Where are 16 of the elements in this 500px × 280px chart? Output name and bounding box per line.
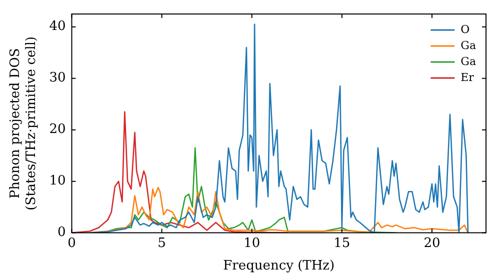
y-tick-label: 30 — [49, 70, 66, 86]
y-tick-label: 40 — [49, 19, 66, 34]
y-tick-label: 0 — [57, 225, 66, 240]
x-axis-title: Frequency (THz) — [223, 258, 335, 274]
x-tick-label: 15 — [334, 236, 350, 251]
legend-label: O — [460, 22, 470, 36]
x-tick-label: 0 — [68, 236, 76, 251]
y-axis-title: Phonon projected DOS (States/THz·primitive cell) — [8, 36, 39, 210]
legend-label: Er — [460, 70, 475, 84]
y-tick-label: 10 — [49, 174, 66, 189]
legend-label: Ga — [460, 54, 476, 68]
x-tick-label: 20 — [424, 236, 440, 251]
x-tick-label: 5 — [158, 236, 166, 251]
x-tick-label: 10 — [244, 236, 260, 251]
legend-label: Ga — [460, 38, 476, 52]
y-tick-label: 20 — [49, 122, 66, 138]
